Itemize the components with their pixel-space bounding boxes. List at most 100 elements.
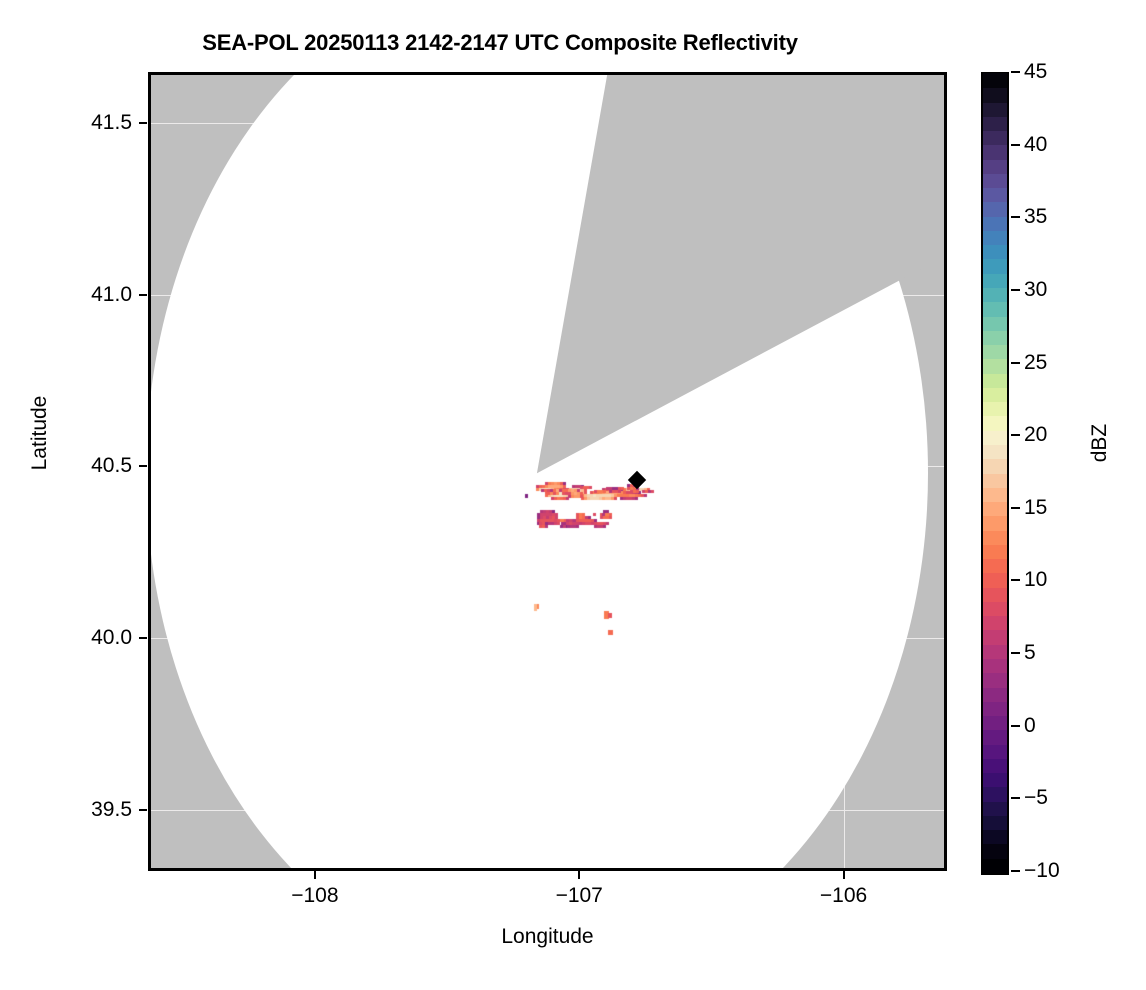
colorbar-band-13 xyxy=(983,672,1007,688)
colorbar-band-52 xyxy=(983,116,1007,132)
colorbar-tick-label-5: 20 xyxy=(1024,423,1048,447)
colorbar-band-34 xyxy=(983,373,1007,388)
colorbar-band-10 xyxy=(983,715,1007,731)
colorbar-tick-label-8: 5 xyxy=(1024,641,1036,665)
plot-panel[interactable] xyxy=(148,72,947,871)
colorbar-band-45 xyxy=(983,216,1007,231)
y-tick-label-4: 39.5 xyxy=(91,797,132,821)
colorbar-band-2 xyxy=(983,829,1007,845)
colorbar-tick-label-10: −5 xyxy=(1024,786,1048,810)
colorbar-tick-mark-1 xyxy=(1011,143,1020,146)
colorbar-band-23 xyxy=(983,529,1007,545)
colorbar-band-37 xyxy=(983,330,1007,346)
colorbar-tick-label-4: 25 xyxy=(1024,350,1048,374)
colorbar-bands xyxy=(983,73,1007,873)
colorbar-tick-label-11: −10 xyxy=(1024,859,1060,882)
colorbar-band-8 xyxy=(983,744,1007,759)
colorbar-tick-mark-9 xyxy=(1011,724,1020,727)
colorbar-tick-label-9: 0 xyxy=(1024,713,1036,737)
colorbar-tick-mark-6 xyxy=(1011,506,1020,509)
y-tick-mark-3 xyxy=(139,636,147,639)
colorbar-tick-mark-0 xyxy=(1011,71,1020,73)
colorbar-band-36 xyxy=(983,344,1007,360)
colorbar-band-7 xyxy=(983,758,1007,774)
plot-panel-inner xyxy=(151,75,944,868)
x-tick-label-1: −107 xyxy=(555,884,603,907)
colorbar-tick-mark-10 xyxy=(1011,797,1020,800)
colorbar-band-55 xyxy=(983,73,1007,89)
colorbar-band-18 xyxy=(983,601,1007,617)
colorbar-band-31 xyxy=(983,415,1007,431)
colorbar-band-53 xyxy=(983,101,1007,117)
colorbar-band-29 xyxy=(983,444,1007,460)
colorbar-band-30 xyxy=(983,430,1007,445)
colorbar-band-26 xyxy=(983,487,1007,503)
colorbar-band-22 xyxy=(983,544,1007,560)
colorbar-tick-mark-4 xyxy=(1011,361,1020,364)
colorbar-band-32 xyxy=(983,401,1007,417)
colorbar-band-44 xyxy=(983,230,1007,246)
colorbar-tick-label-3: 30 xyxy=(1024,277,1048,301)
colorbar-band-25 xyxy=(983,501,1007,517)
colorbar-tick-mark-11 xyxy=(1011,870,1020,872)
y-tick-mark-4 xyxy=(139,808,147,811)
y-tick-mark-0 xyxy=(139,122,147,125)
colorbar-band-54 xyxy=(983,87,1007,103)
colorbar-band-40 xyxy=(983,287,1007,303)
colorbar-tick-mark-8 xyxy=(1011,652,1020,655)
colorbar-tick-label-6: 15 xyxy=(1024,495,1048,519)
colorbar-tick-mark-5 xyxy=(1011,434,1020,437)
colorbar-band-43 xyxy=(983,244,1007,260)
y-axis-title: Latitude xyxy=(28,395,51,471)
y-tick-label-0: 41.5 xyxy=(91,111,132,135)
colorbar-tick-label-2: 35 xyxy=(1024,205,1048,229)
colorbar-band-27 xyxy=(983,472,1007,488)
colorbar-band-42 xyxy=(983,258,1007,274)
colorbar-band-49 xyxy=(983,159,1007,174)
x-tick-mark-0 xyxy=(313,871,316,879)
colorbar[interactable] xyxy=(981,72,1009,875)
x-tick-mark-1 xyxy=(578,871,581,879)
colorbar-band-38 xyxy=(983,315,1007,331)
x-axis-title: Longitude xyxy=(501,925,594,948)
colorbar-band-1 xyxy=(983,843,1007,859)
y-tick-label-1: 41.0 xyxy=(91,282,132,306)
colorbar-band-41 xyxy=(983,273,1007,289)
colorbar-band-39 xyxy=(983,301,1007,317)
colorbar-tick-mark-7 xyxy=(1011,579,1020,582)
colorbar-band-3 xyxy=(983,815,1007,831)
colorbar-band-21 xyxy=(983,558,1007,574)
colorbar-tick-label-0: 45 xyxy=(1024,60,1048,83)
y-tick-mark-2 xyxy=(139,465,147,468)
colorbar-band-15 xyxy=(983,644,1007,659)
x-tick-label-2: −106 xyxy=(819,884,868,907)
colorbar-band-4 xyxy=(983,801,1007,816)
colorbar-band-0 xyxy=(983,858,1007,873)
colorbar-band-51 xyxy=(983,130,1007,146)
colorbar-band-17 xyxy=(983,615,1007,631)
colorbar-band-5 xyxy=(983,786,1007,802)
y-tick-label-3: 40.0 xyxy=(91,625,132,649)
colorbar-band-14 xyxy=(983,658,1007,674)
colorbar-band-16 xyxy=(983,629,1007,645)
reflectivity-echo-layer xyxy=(151,75,944,868)
colorbar-band-47 xyxy=(983,187,1007,203)
colorbar-tick-mark-2 xyxy=(1011,216,1020,219)
colorbar-band-28 xyxy=(983,458,1007,474)
colorbar-band-9 xyxy=(983,729,1007,745)
colorbar-band-19 xyxy=(983,587,1007,602)
x-tick-mark-2 xyxy=(842,871,845,879)
y-tick-label-2: 40.5 xyxy=(91,454,132,478)
colorbar-band-48 xyxy=(983,173,1007,189)
x-tick-label-0: −108 xyxy=(291,884,339,907)
colorbar-band-20 xyxy=(983,572,1007,588)
colorbar-band-24 xyxy=(983,515,1007,531)
y-tick-mark-1 xyxy=(139,293,147,296)
colorbar-tick-label-1: 40 xyxy=(1024,132,1048,156)
colorbar-band-11 xyxy=(983,701,1007,717)
colorbar-band-46 xyxy=(983,201,1007,217)
colorbar-band-6 xyxy=(983,772,1007,788)
colorbar-band-12 xyxy=(983,686,1007,702)
colorbar-tick-mark-3 xyxy=(1011,288,1020,291)
